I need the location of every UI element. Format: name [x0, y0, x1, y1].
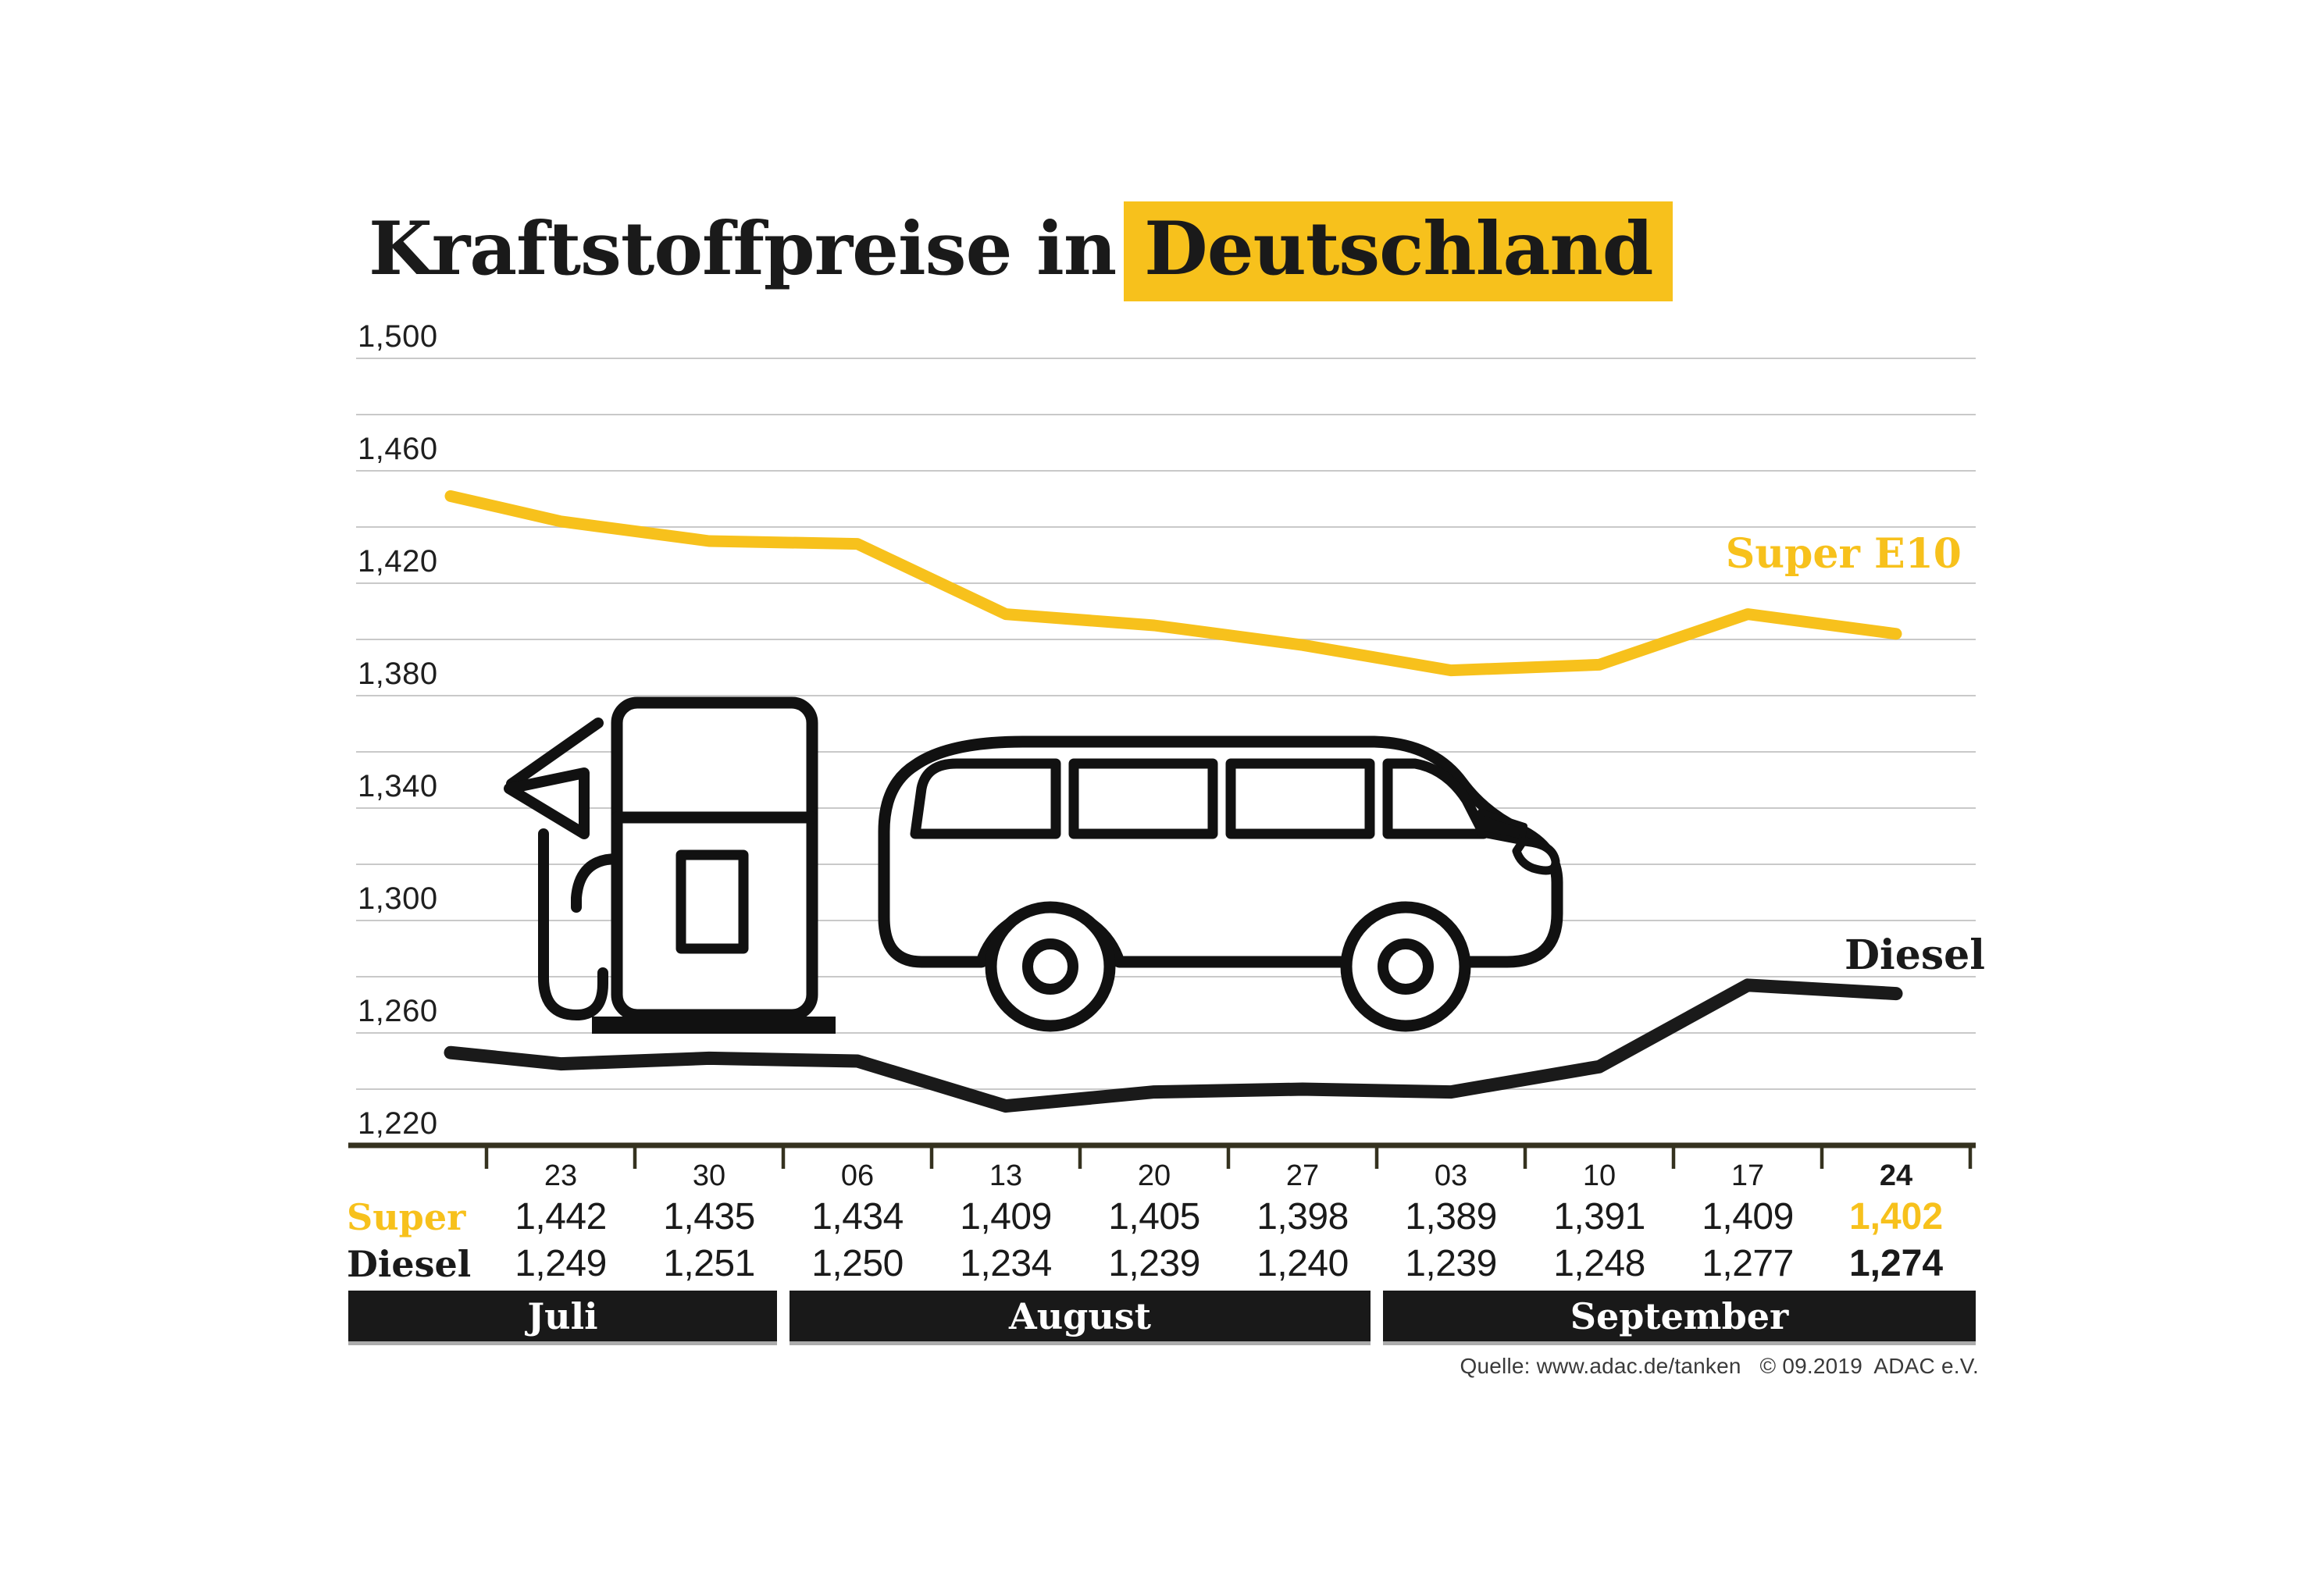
x-axis-label: 03	[1434, 1159, 1468, 1192]
price-cell: 1,234	[960, 1243, 1052, 1284]
price-cell: 1,240	[1256, 1243, 1349, 1284]
price-cell: 1,435	[663, 1196, 755, 1237]
x-axis-label: 27	[1285, 1159, 1320, 1192]
price-cell: 1,398	[1256, 1196, 1349, 1237]
x-axis-label: 17	[1731, 1159, 1765, 1192]
y-axis-label: 1,220	[358, 1106, 438, 1141]
price-cell: 1,249	[515, 1243, 607, 1284]
y-axis-label: 1,460	[358, 432, 438, 466]
y-axis-label: 1,420	[358, 544, 438, 579]
y-axis-label: 1,260	[358, 994, 438, 1028]
y-axis-label: 1,500	[358, 319, 438, 354]
chart-axis	[348, 1142, 1976, 1169]
price-cell: 1,402	[1848, 1196, 1944, 1237]
price-cell: 1,442	[515, 1196, 607, 1237]
source-credit: Quelle: www.adac.de/tanken © 09.2019 ADA…	[1460, 1354, 1979, 1378]
price-cell: 1,409	[960, 1196, 1052, 1237]
y-axis-label: 1,340	[358, 769, 438, 803]
car-icon	[878, 735, 1563, 1032]
title-highlight: Deutschland	[1124, 201, 1673, 301]
month-band-august: August	[790, 1291, 1371, 1341]
x-axis-label: 06	[840, 1159, 875, 1192]
price-cell: 1,277	[1702, 1243, 1794, 1284]
x-axis-label: 10	[1582, 1159, 1616, 1192]
chart-series	[444, 490, 1903, 1113]
x-axis-label: 30	[692, 1159, 726, 1192]
price-cell: 1,248	[1553, 1243, 1645, 1284]
series-label-super-e10: Super E10	[1725, 530, 1962, 578]
month-band-september: September	[1383, 1291, 1976, 1341]
month-band-label: August	[1009, 1294, 1151, 1337]
price-cell: 1,434	[811, 1196, 904, 1237]
month-band-juli: Juli	[348, 1291, 777, 1341]
x-axis-label: 24	[1879, 1159, 1913, 1192]
page-title-text: Kraftstoffpreise in	[369, 206, 1117, 292]
x-axis-label: 23	[544, 1159, 578, 1192]
price-cell: 1,239	[1108, 1243, 1200, 1284]
page-title: Kraftstoffpreise in Deutschland	[369, 201, 1673, 301]
series-row-label-diesel: Diesel	[347, 1243, 472, 1285]
price-cell: 1,405	[1108, 1196, 1200, 1237]
y-axis-label: 1,380	[358, 657, 438, 691]
diesel-line	[444, 978, 1903, 1113]
series-label-diesel: Diesel	[1844, 931, 1985, 979]
price-cell: 1,251	[663, 1243, 755, 1284]
fuel-pump-icon	[504, 696, 836, 1034]
price-cell: 1,391	[1553, 1196, 1645, 1237]
price-cell: 1,409	[1702, 1196, 1794, 1237]
month-band-label: Juli	[527, 1294, 598, 1337]
y-axis-label: 1,300	[358, 881, 438, 916]
price-cell: 1,239	[1405, 1243, 1497, 1284]
x-axis-label: 13	[989, 1159, 1023, 1192]
x-axis-label: 20	[1137, 1159, 1171, 1192]
price-cell: 1,274	[1848, 1243, 1944, 1284]
super-e10-line	[444, 490, 1902, 677]
price-cell: 1,250	[811, 1243, 904, 1284]
series-row-label-super: Super	[347, 1196, 466, 1238]
month-band-label: September	[1570, 1294, 1789, 1337]
price-cell: 1,389	[1405, 1196, 1497, 1237]
